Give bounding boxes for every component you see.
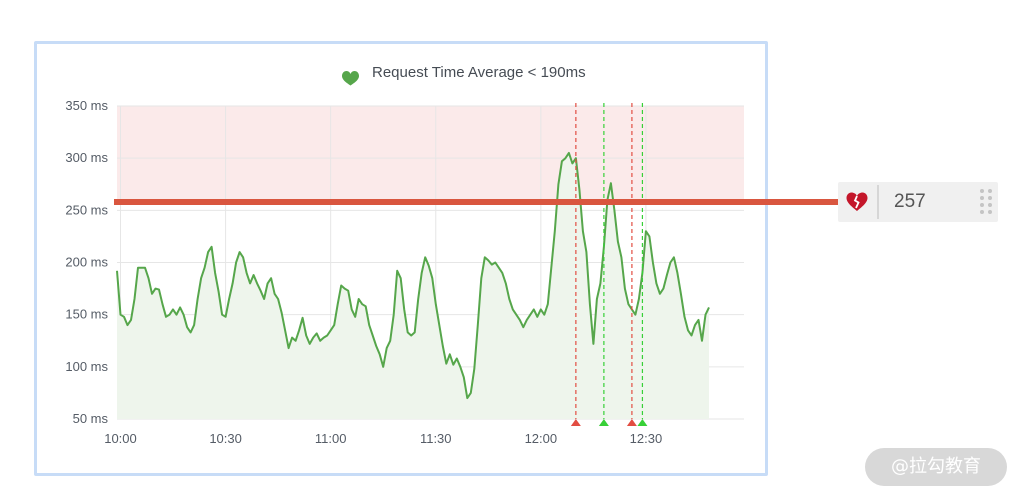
annotation-markers [570, 103, 648, 426]
series-line [116, 151, 710, 400]
y-tick-label: 250 ms [65, 202, 108, 217]
y-tick-label: 100 ms [65, 359, 108, 374]
x-tick-label: 11:30 [420, 431, 452, 446]
x-tick-label: 12:00 [525, 431, 558, 446]
annotation-marker[interactable] [598, 419, 609, 426]
chart-panel: 350 ms 300 ms 250 ms 200 ms 150 ms 100 ms 50 m… [34, 41, 768, 476]
request-time-chart: 350 ms 300 ms 250 ms 200 ms 150 ms 100 ms 50 m… [65, 64, 744, 446]
annotation-marker[interactable] [637, 419, 648, 426]
watermark: @拉勾教育 [865, 448, 1007, 486]
y-tick-label: 200 ms [65, 255, 108, 270]
chart-title: Request Time Average < 190ms [342, 64, 586, 86]
y-tick-label: 350 ms [65, 98, 108, 113]
chart-title-text: Request Time Average < 190ms [372, 64, 586, 81]
x-tick-label: 10:00 [104, 431, 137, 446]
heart-icon [342, 71, 359, 86]
annotation-marker[interactable] [626, 419, 637, 426]
x-axis: 10:00 10:30 11:00 11:30 12:00 12:30 [104, 431, 662, 446]
x-tick-label: 12:30 [630, 431, 663, 446]
threshold-line[interactable] [114, 199, 840, 205]
threshold-value[interactable]: 257 [894, 191, 926, 212]
handle-divider [877, 185, 879, 219]
threshold-icon-box [838, 182, 876, 222]
threshold-handle[interactable]: 257 [838, 182, 998, 222]
broken-heart-icon [846, 192, 868, 211]
annotation-marker[interactable] [570, 419, 581, 426]
x-tick-label: 10:30 [209, 431, 242, 446]
y-axis: 350 ms 300 ms 250 ms 200 ms 150 ms 100 ms 50 m… [65, 98, 108, 426]
threshold-critical-band [117, 106, 744, 204]
y-tick-label: 150 ms [65, 307, 108, 322]
series-area-fill [117, 152, 709, 419]
y-tick-label: 50 ms [73, 411, 109, 426]
x-tick-label: 11:00 [315, 431, 347, 446]
drag-grip-icon[interactable] [978, 187, 994, 217]
y-tick-label: 300 ms [65, 150, 108, 165]
